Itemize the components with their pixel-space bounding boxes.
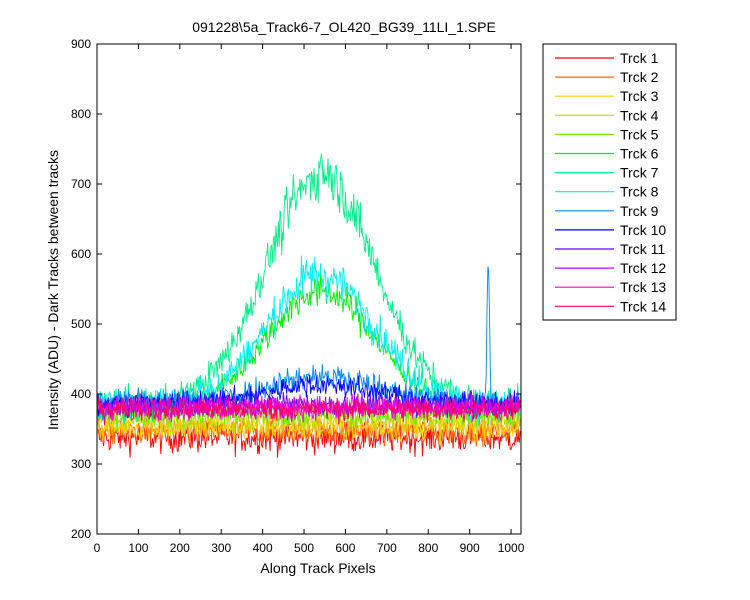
x-tick-label: 700: [377, 541, 397, 555]
legend-label: Trck 2: [620, 69, 659, 85]
y-tick-label: 500: [71, 317, 91, 331]
x-tick-label: 0: [94, 541, 101, 555]
legend-label: Trck 14: [620, 298, 666, 314]
y-tick-label: 600: [71, 247, 91, 261]
y-tick-label: 700: [71, 177, 91, 191]
legend-label: Trck 11: [620, 241, 665, 257]
plot-area-frame: [96, 43, 522, 535]
legend-label: Trck 10: [620, 222, 666, 238]
x-tick-label: 800: [418, 541, 438, 555]
legend-label: Trck 8: [620, 184, 659, 200]
series-layer: [96, 153, 521, 458]
x-tick-label: 200: [170, 541, 190, 555]
x-tick-label: 400: [253, 541, 273, 555]
series-line-5: [96, 394, 521, 433]
x-tick-label: 600: [335, 541, 355, 555]
x-tick-label: 300: [211, 541, 231, 555]
legend: Trck 1 Trck 2 Trck 3 Trck 4 Trck 5 Trck 6 Trck…: [542, 43, 677, 321]
series-line-14: [96, 393, 521, 426]
axis-layer: 0 100 200 300 400 500 600 700 800 900 1000 200 300 40…: [71, 37, 525, 555]
legend-label: Trck 4: [620, 107, 659, 123]
legend-label: Trck 1: [620, 50, 659, 66]
legend-label: Trck 13: [620, 279, 666, 295]
legend-label: Trck 6: [620, 146, 659, 162]
x-axis-title: Along Track Pixels: [260, 560, 375, 576]
y-tick-label: 900: [71, 37, 91, 51]
y-axis-title: Intensity (ADU) - Dark Tracks between tr…: [45, 150, 61, 430]
x-tick-label: 100: [128, 541, 148, 555]
y-tick-label: 200: [71, 527, 91, 541]
legend-box: [542, 43, 677, 321]
legend-label: Trck 7: [620, 165, 659, 181]
legend-label: Trck 12: [620, 260, 666, 276]
chart-title: 091228\5a_Track6-7_OL420_BG39_11LI_1.SPE: [192, 19, 496, 35]
x-tick-label: 1000: [498, 541, 525, 555]
x-tick-label: 900: [460, 541, 480, 555]
series-line-8: [96, 255, 521, 426]
y-tick-label: 400: [71, 387, 91, 401]
legend-label: Trck 9: [620, 203, 659, 219]
legend-label: Trck 3: [620, 88, 659, 104]
y-tick-label: 800: [71, 107, 91, 121]
x-tick-label: 500: [294, 541, 314, 555]
legend-label: Trck 5: [620, 126, 659, 142]
y-tick-label: 300: [71, 457, 91, 471]
